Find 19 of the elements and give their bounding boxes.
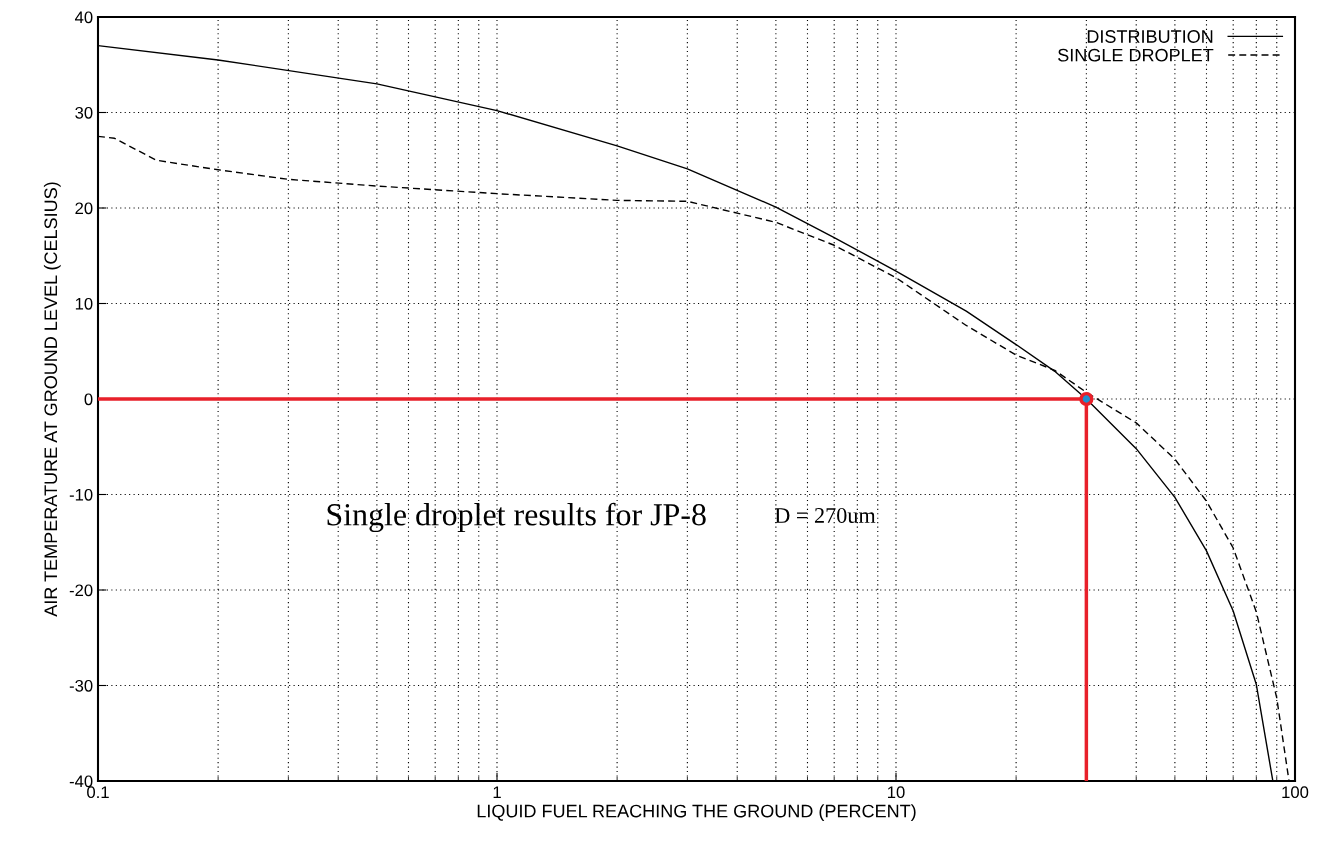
- annotation: D = 270um: [774, 507, 876, 523]
- y-axis-title: AIR TEMPERATURE AT GROUND LEVEL (CELSIUS): [43, 182, 61, 617]
- y-tick-label: 20: [75, 202, 93, 215]
- y-tick-label: -30: [69, 679, 93, 692]
- y-tick-label: 10: [75, 297, 93, 310]
- y-tick-label: 0: [84, 393, 93, 406]
- x-axis-title: LIQUID FUEL REACHING THE GROUND (PERCENT): [477, 804, 916, 821]
- y-tick-label: 30: [75, 106, 93, 119]
- x-tick-label: 0.1: [87, 786, 109, 799]
- x-tick-label: 1: [493, 786, 501, 798]
- legend-label: SINGLE DROPLET: [1058, 48, 1214, 62]
- annotation: Single droplet results for JP-8: [327, 502, 706, 533]
- legend-label: DISTRIBUTION: [1087, 30, 1213, 43]
- y-tick-label: -40: [69, 775, 93, 788]
- x-tick-label: 10: [888, 786, 905, 799]
- x-tick-label: 100: [1282, 786, 1309, 799]
- y-tick-label: -20: [69, 584, 93, 597]
- y-tick-label: 40: [74, 11, 93, 24]
- y-tick-label: -10: [69, 488, 93, 501]
